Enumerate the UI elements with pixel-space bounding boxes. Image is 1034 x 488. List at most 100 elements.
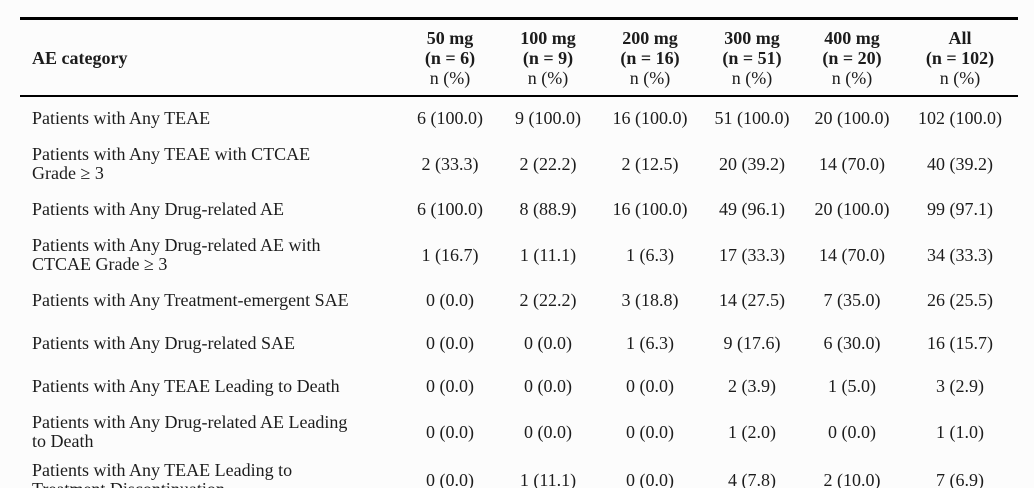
- value-cell: 102 (100.0): [918, 108, 1002, 128]
- value-cell: 8 (88.9): [519, 199, 577, 219]
- ae-category-line: Patients with Any Drug-related SAE: [32, 333, 295, 353]
- dose-label: 400 mg: [824, 28, 880, 48]
- value-cell: 26 (25.5): [927, 290, 993, 310]
- ae-category-line: Patients with Any TEAE Leading to Death: [32, 376, 340, 396]
- ae-category-cell: Patients with Any Drug-related AE Leadin…: [20, 408, 402, 456]
- value-cell: 1 (2.0): [728, 421, 776, 442]
- n-label: (n = 102): [925, 48, 995, 68]
- dose-label: 200 mg: [622, 28, 678, 48]
- value-cell: 51 (100.0): [714, 108, 790, 128]
- value-cell: 40 (39.2): [927, 153, 993, 174]
- unit-label: n (%): [731, 68, 773, 88]
- value-cell: 7 (35.0): [823, 290, 881, 310]
- ae-category-line: CTCAE Grade ≥ 3: [32, 254, 168, 274]
- table-row-teae-grade3: Patients with Any TEAE with CTCAE Grade …: [20, 140, 1018, 188]
- header-row: AE category 50 mg (n = 6) n (%) 100 mg (…: [20, 19, 1018, 97]
- dose-label: 50 mg: [426, 28, 474, 48]
- value-cell: 1 (6.3): [626, 244, 674, 265]
- value-cell: 0 (0.0): [426, 421, 474, 442]
- value-cell: 6 (100.0): [417, 108, 483, 128]
- value-cell: 0 (0.0): [524, 333, 572, 353]
- table-row-treatment-emergent-sae: Patients with Any Treatment-emergent SAE…: [20, 279, 1018, 322]
- ae-category-cell: Patients with Any TEAE Leading to Treatm…: [20, 456, 402, 488]
- value-cell: 9 (100.0): [515, 108, 581, 128]
- value-cell: 1 (1.0): [936, 421, 984, 442]
- value-cell: 1 (6.3): [626, 333, 674, 353]
- value-cell: 49 (96.1): [719, 199, 785, 219]
- value-cell: 3 (18.8): [621, 290, 679, 310]
- value-cell: 0 (0.0): [426, 376, 474, 396]
- table-body: Patients with Any TEAE 6 (100.0) 9 (100.…: [20, 96, 1018, 488]
- value-cell: 14 (70.0): [819, 153, 885, 174]
- ae-category-line: to Death: [32, 431, 94, 451]
- value-cell: 2 (22.2): [519, 153, 577, 174]
- ae-category-line: Patients with Any Drug-related AE: [32, 199, 284, 219]
- n-label: (n = 16): [620, 48, 680, 68]
- ae-category-cell: Patients with Any TEAE with CTCAE Grade …: [20, 140, 402, 188]
- value-cell: 2 (12.5): [621, 153, 679, 174]
- unit-label: n (%): [527, 68, 569, 88]
- value-cell: 0 (0.0): [524, 376, 572, 396]
- unit-label: n (%): [629, 68, 671, 88]
- value-cell: 9 (17.6): [723, 333, 781, 353]
- value-cell: 20 (100.0): [814, 199, 890, 219]
- value-cell: 0 (0.0): [426, 333, 474, 353]
- ae-category-cell: Patients with Any TEAE Leading to Death: [20, 365, 402, 408]
- value-cell: 2 (22.2): [519, 290, 577, 310]
- ae-category-line: Patients with Any TEAE: [32, 108, 211, 128]
- value-cell: 7 (6.9): [936, 469, 984, 488]
- header-col-100mg: 100 mg (n = 9) n (%): [498, 19, 598, 97]
- unit-label: n (%): [831, 68, 873, 88]
- dose-label: All: [948, 28, 972, 48]
- value-cell: 1 (16.7): [421, 244, 479, 265]
- value-cell: 16 (100.0): [612, 199, 688, 219]
- header-col-all: All (n = 102) n (%): [902, 19, 1018, 97]
- value-cell: 3 (2.9): [936, 376, 984, 396]
- value-cell: 14 (27.5): [719, 290, 785, 310]
- table-header: AE category 50 mg (n = 6) n (%) 100 mg (…: [20, 19, 1018, 97]
- value-cell: 0 (0.0): [828, 421, 876, 442]
- header-col-50mg: 50 mg (n = 6) n (%): [402, 19, 498, 97]
- value-cell: 1 (5.0): [828, 376, 876, 396]
- table-row-drug-related-sae: Patients with Any Drug-related SAE 0 (0.…: [20, 322, 1018, 365]
- value-cell: 2 (33.3): [421, 153, 479, 174]
- value-cell: 34 (33.3): [927, 244, 993, 265]
- unit-label: n (%): [429, 68, 471, 88]
- table-row-drug-related-ae-death: Patients with Any Drug-related AE Leadin…: [20, 408, 1018, 456]
- value-cell: 16 (100.0): [612, 108, 688, 128]
- value-cell: 14 (70.0): [819, 244, 885, 265]
- table-row-teae-death: Patients with Any TEAE Leading to Death …: [20, 365, 1018, 408]
- ae-category-line: Patients with Any TEAE Leading to: [32, 460, 293, 480]
- ae-category-line: Grade ≥ 3: [32, 163, 104, 183]
- n-label: (n = 20): [822, 48, 882, 68]
- n-label: (n = 9): [522, 48, 574, 68]
- value-cell: 20 (100.0): [814, 108, 890, 128]
- value-cell: 0 (0.0): [426, 469, 474, 488]
- value-cell: 2 (3.9): [728, 376, 776, 396]
- value-cell: 17 (33.3): [719, 244, 785, 265]
- value-cell: 99 (97.1): [927, 199, 993, 219]
- value-cell: 6 (30.0): [823, 333, 881, 353]
- value-cell: 1 (11.1): [519, 244, 577, 265]
- value-cell: 0 (0.0): [426, 290, 474, 310]
- ae-category-cell: Patients with Any Drug-related AE with C…: [20, 231, 402, 279]
- value-cell: 6 (100.0): [417, 199, 483, 219]
- value-cell: 0 (0.0): [626, 421, 674, 442]
- dose-label: 300 mg: [724, 28, 780, 48]
- header-ae-category: AE category: [32, 47, 128, 68]
- dose-label: 100 mg: [520, 28, 576, 48]
- header-col-400mg: 400 mg (n = 20) n (%): [802, 19, 902, 97]
- ae-category-line: Patients with Any Drug-related AE with: [32, 235, 321, 255]
- n-label: (n = 51): [722, 48, 782, 68]
- table-row-teae-discontinuation: Patients with Any TEAE Leading to Treatm…: [20, 456, 1018, 488]
- table-row-drug-related-ae-grade3: Patients with Any Drug-related AE with C…: [20, 231, 1018, 279]
- value-cell: 2 (10.0): [823, 469, 881, 488]
- value-cell: 1 (11.1): [519, 469, 577, 488]
- ae-category-line: Treatment Discontinuation: [32, 480, 401, 488]
- ae-category-line: Patients with Any Drug-related AE Leadin…: [32, 412, 348, 432]
- header-col-200mg: 200 mg (n = 16) n (%): [598, 19, 702, 97]
- ae-category-cell: Patients with Any Drug-related AE: [20, 188, 402, 231]
- header-col-300mg: 300 mg (n = 51) n (%): [702, 19, 802, 97]
- value-cell: 0 (0.0): [626, 376, 674, 396]
